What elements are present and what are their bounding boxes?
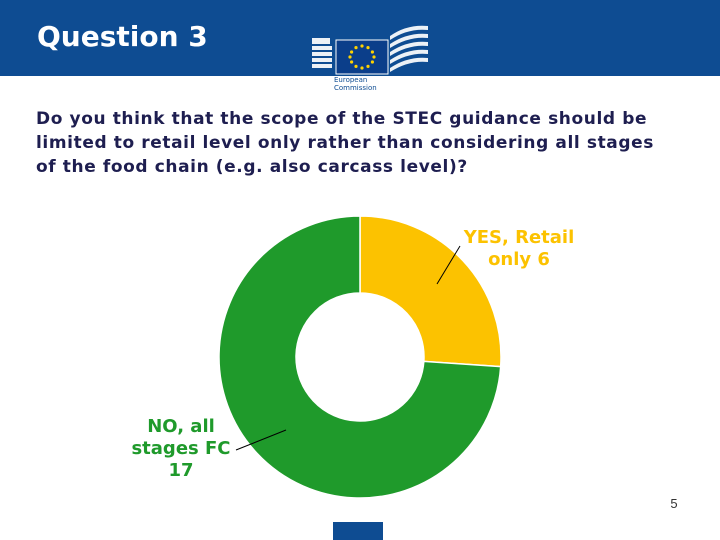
question-line: limited to retail level only rather than…	[36, 133, 654, 153]
page-number: 5	[670, 496, 678, 511]
slide-title: Question 3	[37, 20, 208, 53]
leader-line-no	[235, 429, 287, 451]
logo-wordmark: European Commission	[334, 76, 377, 92]
slice-no	[218, 215, 502, 499]
data-label-yes: YES, Retail only 6	[463, 227, 575, 270]
question-line: Do you think that the scope of the STEC …	[36, 109, 648, 129]
data-label-no: NO, all stages FC 17	[131, 416, 231, 481]
european-commission-logo	[302, 14, 434, 100]
footer-flag-strip	[333, 522, 383, 540]
question-line: of the food chain (e.g. also carcass lev…	[36, 157, 468, 177]
leader-line-yes	[436, 245, 461, 285]
question-text: Do you think that the scope of the STEC …	[36, 107, 716, 179]
slice-yes	[359, 215, 502, 368]
